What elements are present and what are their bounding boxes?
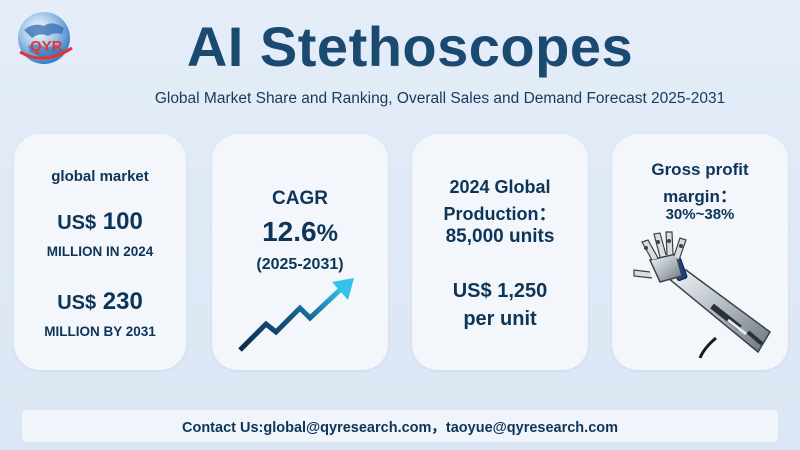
production-units: 85,000 units — [445, 226, 555, 247]
cagr-period: (2025-2031) — [256, 256, 344, 273]
logo-text: QYR — [30, 38, 63, 55]
margin-range: 30%~38% — [665, 206, 735, 223]
page-title: AI Stethoscopes — [186, 15, 634, 78]
market-label: global market — [51, 168, 149, 185]
value-2024: 100 — [102, 208, 143, 235]
currency-2031: US$ — [57, 292, 97, 314]
contact-footer: Contact Us:global@qyresearch.com，taoyue@… — [22, 410, 778, 442]
cagr-unit: % — [316, 220, 338, 247]
margin-line-2: margin： — [663, 187, 737, 206]
gross-margin-card: Gross profit margin： 30%~38% — [612, 134, 788, 370]
contact-text[interactable]: Contact Us:global@qyresearch.com，taoyue@… — [181, 419, 619, 436]
margin-line-1: Gross profit — [651, 160, 749, 179]
market-value-2024: US$ 100 — [14, 208, 186, 236]
cagr-card: CAGR 12.6% (2025-2031) — [212, 134, 388, 370]
production-line-2: Production： — [443, 204, 557, 224]
robotic-hand-image — [633, 231, 771, 359]
market-size-card: global market US$ 100 MILLION IN 2024 US… — [14, 134, 186, 370]
price-value: US$ 1,250 — [452, 280, 548, 302]
price-unit: per unit — [463, 308, 537, 330]
cagr-number: 12.6 — [262, 216, 317, 247]
cagr-value: 12.6% — [212, 216, 388, 248]
trend-up-arrow-icon — [238, 278, 354, 352]
currency-2024: US$ — [57, 212, 97, 234]
value-2031: 230 — [102, 288, 143, 315]
page-subtitle: Global Market Share and Ranking, Overall… — [154, 90, 726, 107]
qyr-logo — [18, 12, 73, 64]
market-value-2031: US$ 230 — [14, 288, 186, 316]
production-line-1: 2024 Global — [449, 177, 551, 197]
cagr-label: CAGR — [272, 188, 328, 209]
production-card: 2024 Global Production： 85,000 units US$… — [412, 134, 588, 370]
market-caption-2024: MILLION IN 2024 — [46, 244, 154, 259]
market-caption-2031: MILLION BY 2031 — [44, 324, 156, 339]
